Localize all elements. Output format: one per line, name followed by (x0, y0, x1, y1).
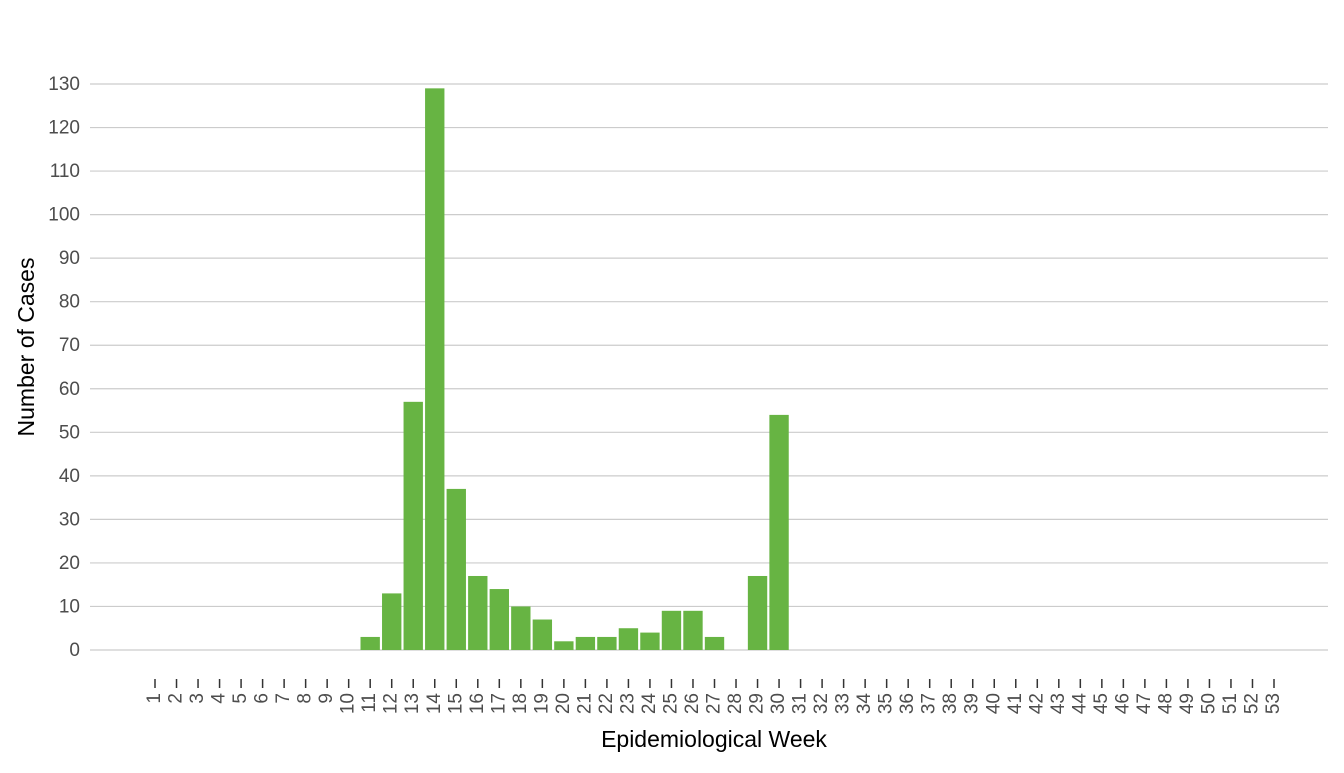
x-tick-label: 12 (381, 693, 402, 714)
y-axis-title: Number of Cases (13, 258, 39, 437)
bar (425, 88, 445, 651)
bar (769, 414, 789, 650)
x-tick-label: 38 (940, 693, 961, 714)
x-tick-label: 2 (166, 693, 187, 704)
bar (446, 488, 466, 650)
x-tick-label: 42 (1026, 693, 1047, 714)
x-tick-label: 41 (1005, 693, 1026, 714)
x-tick-label: 28 (725, 693, 746, 714)
bar (511, 606, 531, 650)
bar (403, 401, 423, 650)
x-tick-label: 3 (187, 693, 208, 704)
x-tick-label: 46 (1112, 693, 1133, 714)
x-tick-label: 53 (1263, 693, 1284, 714)
y-tick-label: 130 (48, 74, 80, 95)
bar (554, 641, 574, 650)
bar (532, 619, 553, 650)
bar (597, 636, 617, 650)
y-tick-label: 30 (59, 509, 80, 530)
x-tick-label: 11 (359, 693, 380, 713)
x-tick-label: 17 (488, 693, 509, 714)
x-tick-label: 40 (983, 693, 1004, 714)
x-tick-label: 45 (1091, 693, 1112, 714)
x-tick-label: 23 (617, 693, 638, 714)
bar (360, 636, 380, 650)
x-tick-label: 37 (919, 693, 940, 714)
x-tick-label: 21 (574, 693, 595, 714)
x-tick-label: 22 (596, 693, 617, 714)
x-tick-label: 24 (639, 693, 660, 715)
x-tick-label: 52 (1241, 693, 1262, 714)
x-tick-label: 49 (1177, 693, 1198, 714)
y-tick-label: 50 (59, 422, 80, 443)
x-tick-label: 50 (1198, 693, 1219, 714)
x-tick-label: 7 (273, 693, 294, 704)
bar (382, 593, 402, 650)
x-tick-label: 29 (747, 693, 768, 714)
bar (683, 610, 703, 650)
x-tick-label: 5 (230, 693, 251, 704)
x-tick-label: 33 (833, 693, 854, 714)
x-tick-label: 15 (445, 693, 466, 714)
x-tick-label: 4 (209, 693, 230, 704)
x-tick-label: 36 (897, 693, 918, 714)
bar (468, 575, 488, 650)
x-tick-label: 6 (252, 693, 273, 704)
x-tick-label: 27 (704, 693, 725, 714)
bar (661, 610, 682, 650)
y-tick-label: 60 (59, 379, 80, 400)
y-tick-label: 10 (59, 596, 80, 617)
x-tick-label: 9 (316, 693, 337, 704)
bar (704, 636, 725, 650)
x-tick-label: 1 (144, 693, 165, 704)
x-tick-label: 48 (1155, 693, 1176, 714)
bar (618, 628, 639, 650)
x-tick-label: 18 (510, 693, 531, 714)
x-tick-label: 51 (1220, 693, 1241, 714)
x-tick-label: 8 (295, 693, 316, 704)
x-tick-label: 30 (768, 693, 789, 714)
x-tick-label: 39 (962, 693, 983, 714)
x-tick-label: 13 (402, 693, 423, 714)
y-tick-label: 100 (48, 205, 80, 226)
x-tick-label: 14 (424, 693, 445, 715)
x-tick-label: 47 (1134, 693, 1155, 714)
y-tick-label: 20 (59, 553, 80, 574)
bar (489, 589, 509, 650)
x-tick-label: 43 (1048, 693, 1069, 714)
x-tick-label: 25 (660, 693, 681, 714)
x-tick-label: 34 (854, 693, 875, 715)
y-tick-label: 40 (59, 466, 80, 487)
x-axis-title: Epidemiological Week (601, 726, 827, 752)
bar (640, 632, 660, 650)
y-tick-label: 110 (50, 161, 80, 182)
x-tick-label: 10 (338, 693, 359, 714)
x-tick-label: 19 (531, 693, 552, 714)
x-tick-label: 32 (811, 693, 832, 714)
y-tick-label: 120 (48, 118, 80, 139)
x-tick-label: 20 (553, 693, 574, 714)
y-tick-label: 80 (59, 292, 80, 313)
x-tick-label: 26 (682, 693, 703, 714)
x-tick-label: 35 (876, 693, 897, 714)
y-tick-label: 0 (69, 640, 80, 661)
y-tick-label: 70 (59, 335, 80, 356)
y-tick-label: 90 (59, 248, 80, 269)
x-tick-label: 16 (467, 693, 488, 714)
bar (747, 575, 768, 650)
x-tick-label: 44 (1069, 693, 1090, 715)
bar (575, 636, 596, 650)
x-tick-label: 31 (790, 693, 811, 714)
